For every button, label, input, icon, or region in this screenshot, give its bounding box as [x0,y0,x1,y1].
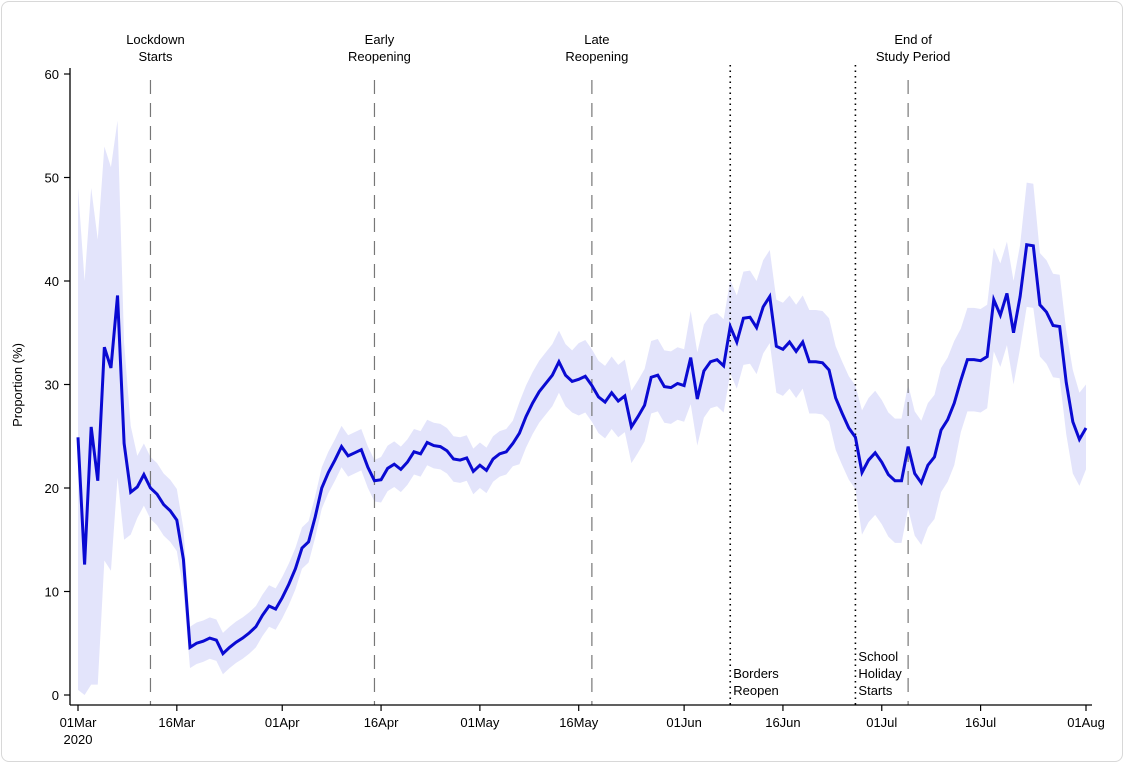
event-label: Reopen [733,683,779,698]
event-label: School [858,649,898,664]
x-tick-label: 01Jul [866,715,897,730]
series-line-layer [76,243,1088,657]
event-label: Lockdown [126,32,185,47]
x-tick-label: 16Jul [965,715,996,730]
x-tick-label: 01Jun [666,715,701,730]
event-label: Late [584,32,609,47]
y-tick-label: 60 [45,67,59,82]
y-tick-label: 30 [45,378,59,393]
event-label: Borders [733,666,779,681]
event-label: Starts [858,683,892,698]
x-tick-label: 01May [460,715,500,730]
y-tick-label: 0 [52,688,59,703]
y-tick-label: 20 [45,481,59,496]
x-tick-sublabel: 2020 [64,732,93,747]
x-tick-label: 16Mar [158,715,196,730]
x-tick-label: 01Apr [265,715,300,730]
y-tick-label: 10 [45,585,59,600]
x-tick-label: 16Apr [364,715,399,730]
axes: 0 10 20 30 40 50 60 01Mar 2020 16Mar 01Apr 16Apr 01M… [45,67,1105,747]
event-label: Study Period [876,49,950,64]
event-label: Early [365,32,395,47]
y-tick-label: 50 [45,171,59,186]
event-lines-layer: Lockdown Starts Early Reopening Late Reopenin… [126,32,950,705]
confidence-band [78,120,1086,695]
x-tick-label: 01Aug [1067,715,1105,730]
event-label: Reopening [348,49,411,64]
x-tick-label: 16May [559,715,599,730]
x-tick-label: 01Mar [60,715,98,730]
series-line [76,243,1088,657]
event-label: End of [894,32,932,47]
y-tick-label: 40 [45,274,59,289]
event-label: Reopening [565,49,628,64]
x-tick-label: 16Jun [765,715,800,730]
y-axis-label: Proportion (%) [10,343,25,427]
event-label: Holiday [858,666,902,681]
confidence-band-layer [78,120,1086,695]
event-label: Starts [138,49,172,64]
